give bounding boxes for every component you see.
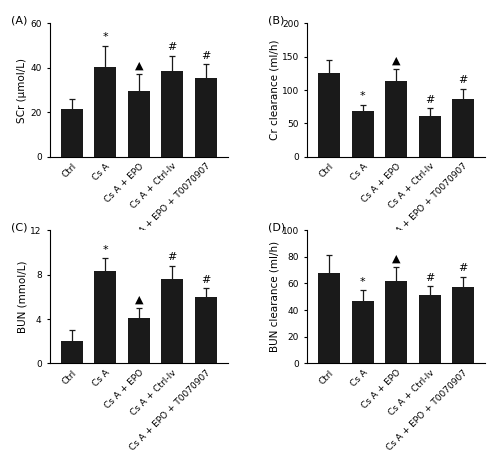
Text: #: # (425, 95, 434, 105)
Text: (A): (A) (11, 15, 28, 25)
Bar (386, 281, 407, 363)
Text: ▲: ▲ (392, 254, 400, 264)
Y-axis label: BUN clearance (ml/h): BUN clearance (ml/h) (269, 241, 279, 352)
Bar (162, 279, 183, 363)
Bar (419, 116, 440, 157)
Text: *: * (360, 277, 366, 287)
Text: ▲: ▲ (134, 295, 143, 305)
Text: ▲: ▲ (134, 61, 143, 71)
Text: *: * (102, 245, 108, 254)
Text: ▲: ▲ (392, 55, 400, 65)
Bar (318, 73, 340, 157)
Bar (386, 81, 407, 157)
Bar (128, 91, 150, 157)
Text: #: # (201, 51, 210, 61)
Bar (94, 271, 116, 363)
Y-axis label: SCr (μmol/L): SCr (μmol/L) (18, 57, 28, 123)
Bar (195, 297, 216, 363)
Text: #: # (168, 252, 177, 262)
Bar (352, 301, 374, 363)
Text: #: # (168, 42, 177, 52)
Text: #: # (458, 263, 468, 274)
Text: *: * (102, 32, 108, 42)
Text: (D): (D) (268, 222, 285, 232)
Text: *: * (360, 91, 366, 101)
Bar (318, 273, 340, 363)
Bar (452, 288, 474, 363)
Bar (94, 67, 116, 157)
Bar (61, 341, 82, 363)
Text: #: # (201, 274, 210, 285)
Text: #: # (425, 273, 434, 283)
Bar (195, 78, 216, 157)
Y-axis label: BUN (mmol/L): BUN (mmol/L) (18, 260, 28, 333)
Bar (452, 99, 474, 157)
Text: #: # (458, 75, 468, 85)
Text: (B): (B) (268, 15, 285, 25)
Bar (352, 111, 374, 157)
Y-axis label: Cr clearance (ml/h): Cr clearance (ml/h) (269, 40, 279, 140)
Bar (419, 295, 440, 363)
Bar (162, 71, 183, 157)
Bar (61, 109, 82, 157)
Bar (128, 318, 150, 363)
Text: (C): (C) (11, 222, 28, 232)
